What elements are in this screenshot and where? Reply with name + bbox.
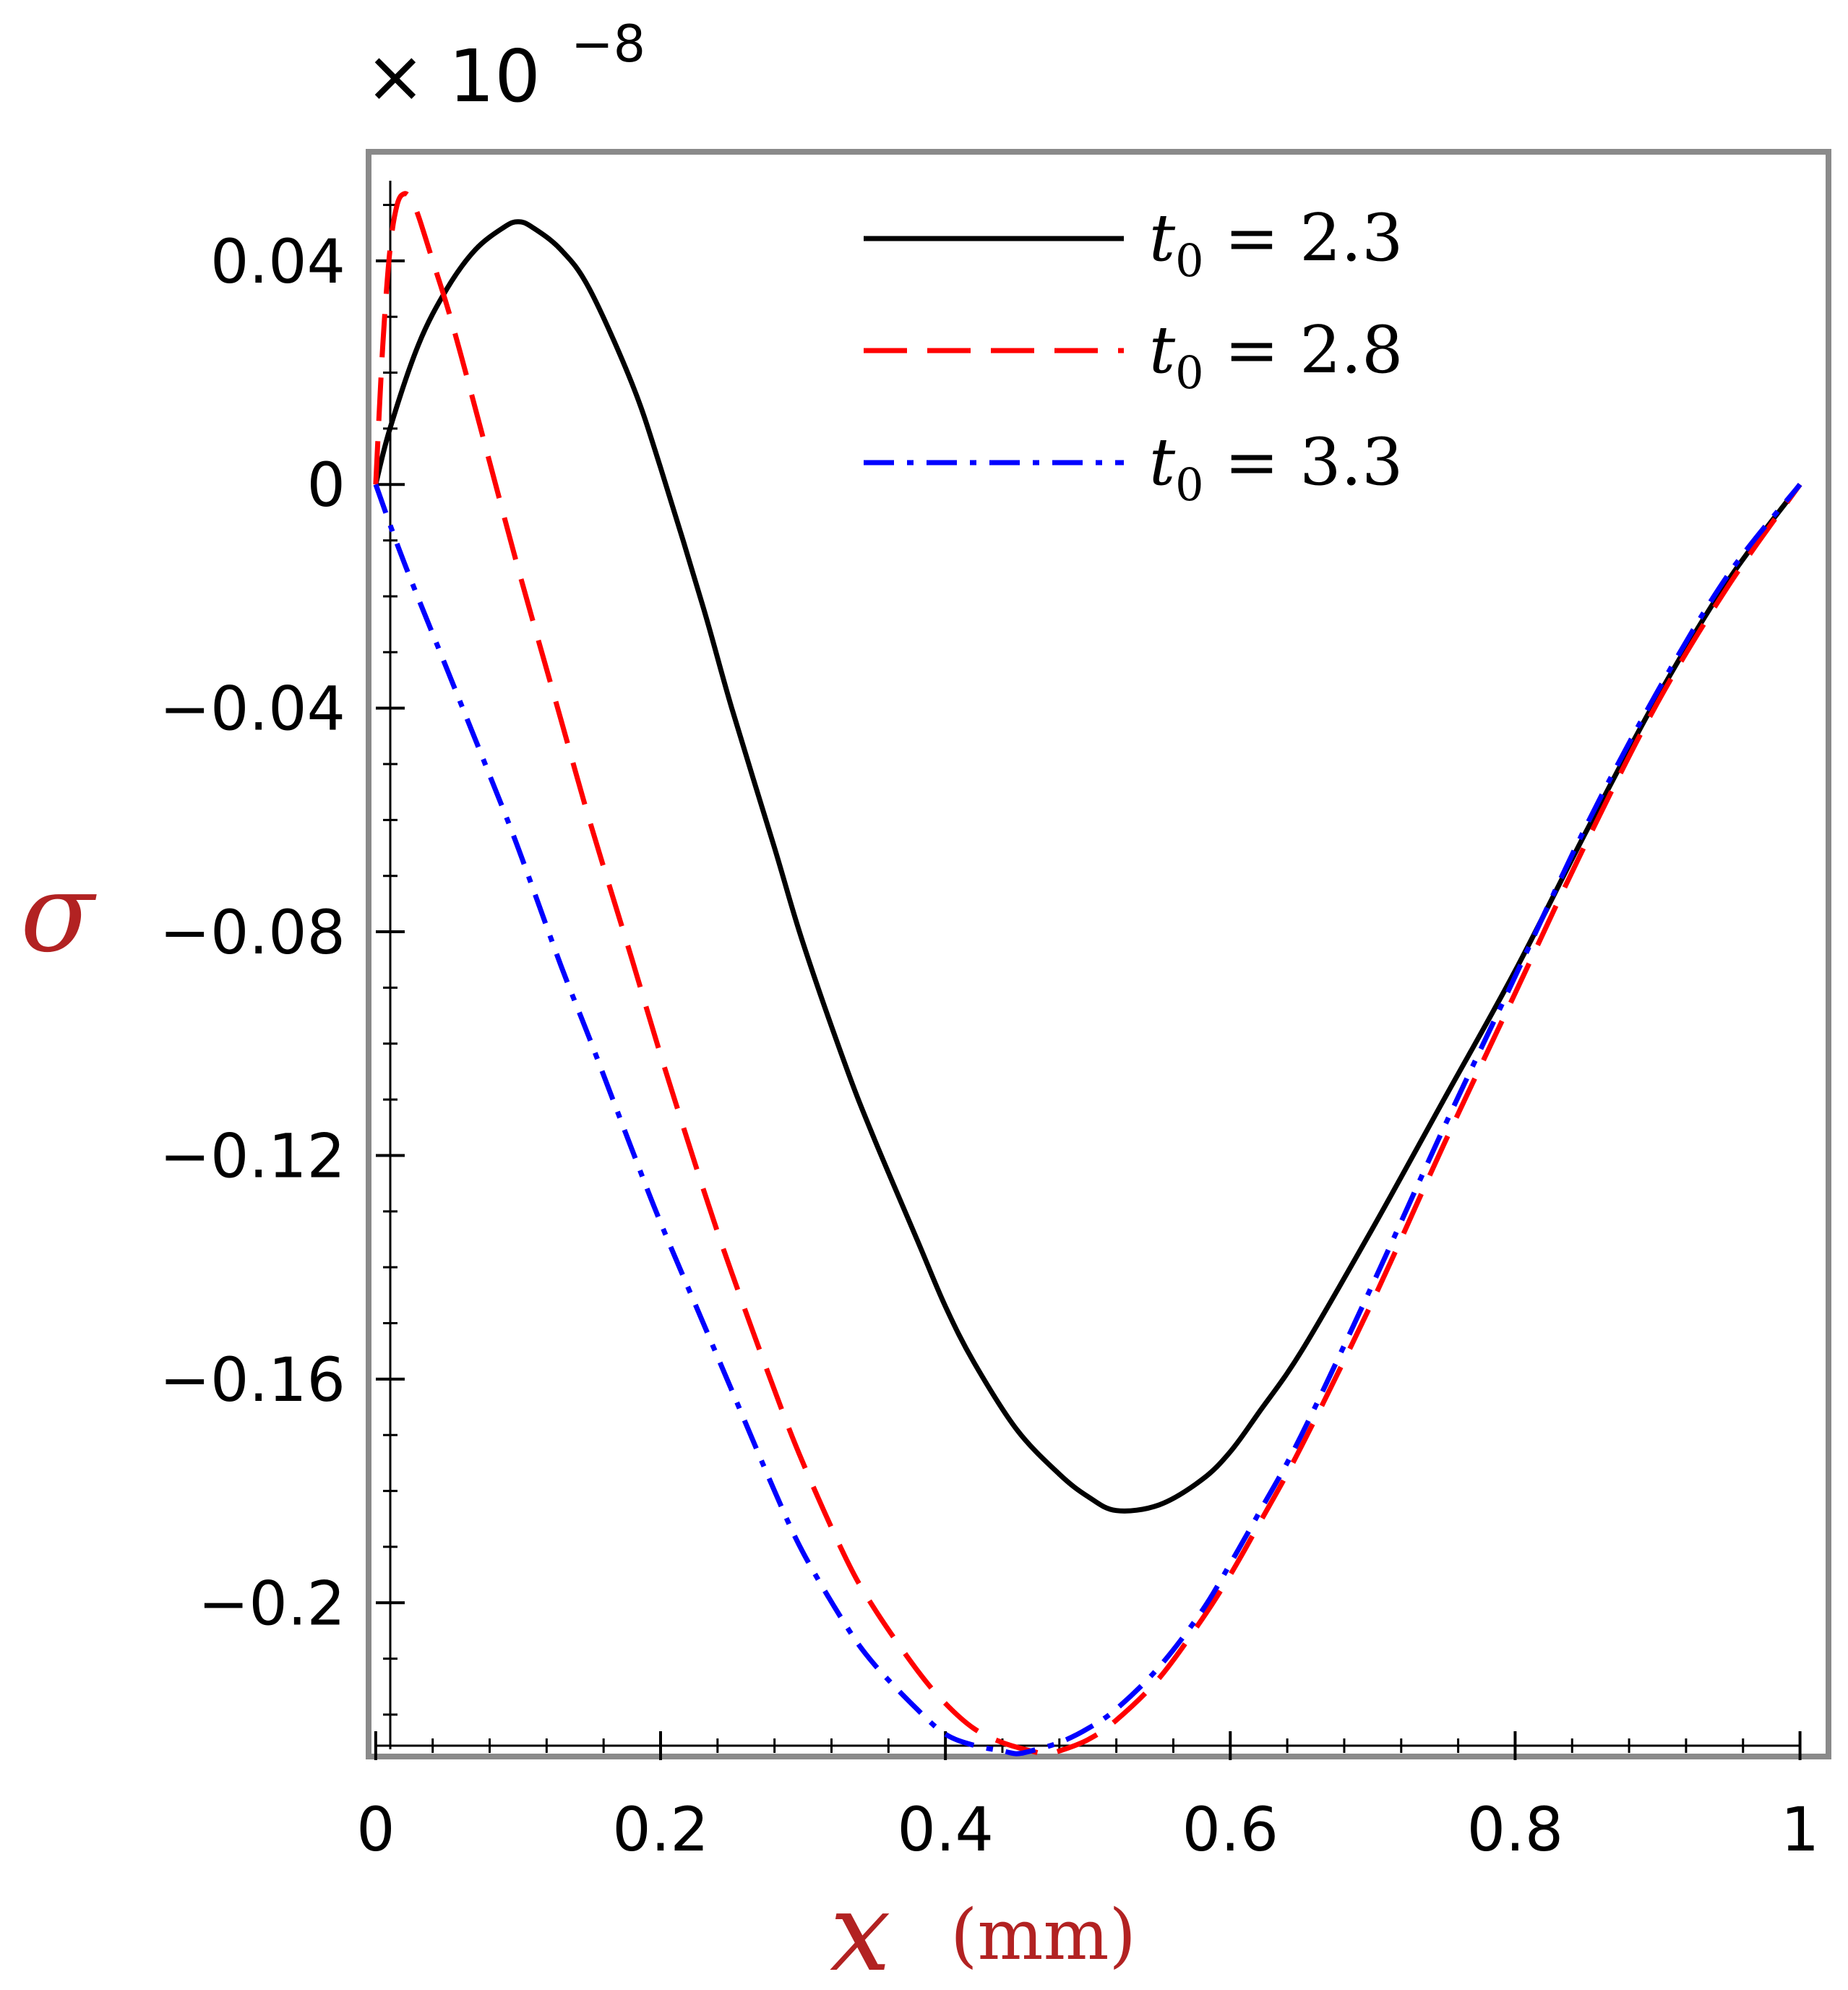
legend-label-3: t0 = 3.3: [1149, 424, 1403, 511]
x-tick-label: 0: [356, 1794, 395, 1865]
axes: 0.04 0 −0.04 −0.08 −0.12 −0.16 −0.2 0 0.2 0.4 0.6 0…: [160, 181, 1819, 1865]
series-layer: [373, 191, 1802, 1757]
x-tick-label: 0.4: [897, 1794, 994, 1865]
x-tick-label: 0.2: [612, 1794, 709, 1865]
series-line-3: [373, 483, 1802, 1757]
plot-area-frame: [366, 149, 1831, 1759]
y-tick-label: −0.2: [198, 1568, 345, 1639]
y-tick-label: −0.08: [160, 897, 345, 968]
y-axis-multiplier: × 10 −8: [365, 14, 645, 119]
multiplier-exponent: −8: [571, 14, 645, 74]
y-axis-label: σ: [20, 851, 97, 977]
y-tick-label: 0: [307, 450, 345, 520]
x-axis-label-group: x (mm): [830, 1870, 1136, 1990]
legend: t0 = 2.3 t0 = 2.8 t0 = 3.3: [864, 200, 1403, 511]
multiplier-base: × 10: [365, 34, 541, 119]
series-line-2: [373, 191, 1802, 1757]
x-axis-label: x: [830, 1870, 891, 1990]
legend-label-2: t0 = 2.8: [1149, 312, 1403, 399]
x-tick-label: 0.6: [1182, 1794, 1278, 1865]
x-tick-label: 0.8: [1467, 1794, 1564, 1865]
x-axis-unit: (mm): [950, 1895, 1136, 1976]
y-tick-label: −0.04: [160, 674, 345, 745]
series-line-1: [373, 219, 1802, 1514]
x-tick-label: 1: [1781, 1794, 1819, 1865]
y-tick-label: 0.04: [210, 226, 345, 297]
legend-label-1: t0 = 2.3: [1149, 200, 1403, 287]
y-tick-label: −0.16: [160, 1344, 345, 1415]
y-tick-label: −0.12: [160, 1120, 345, 1191]
